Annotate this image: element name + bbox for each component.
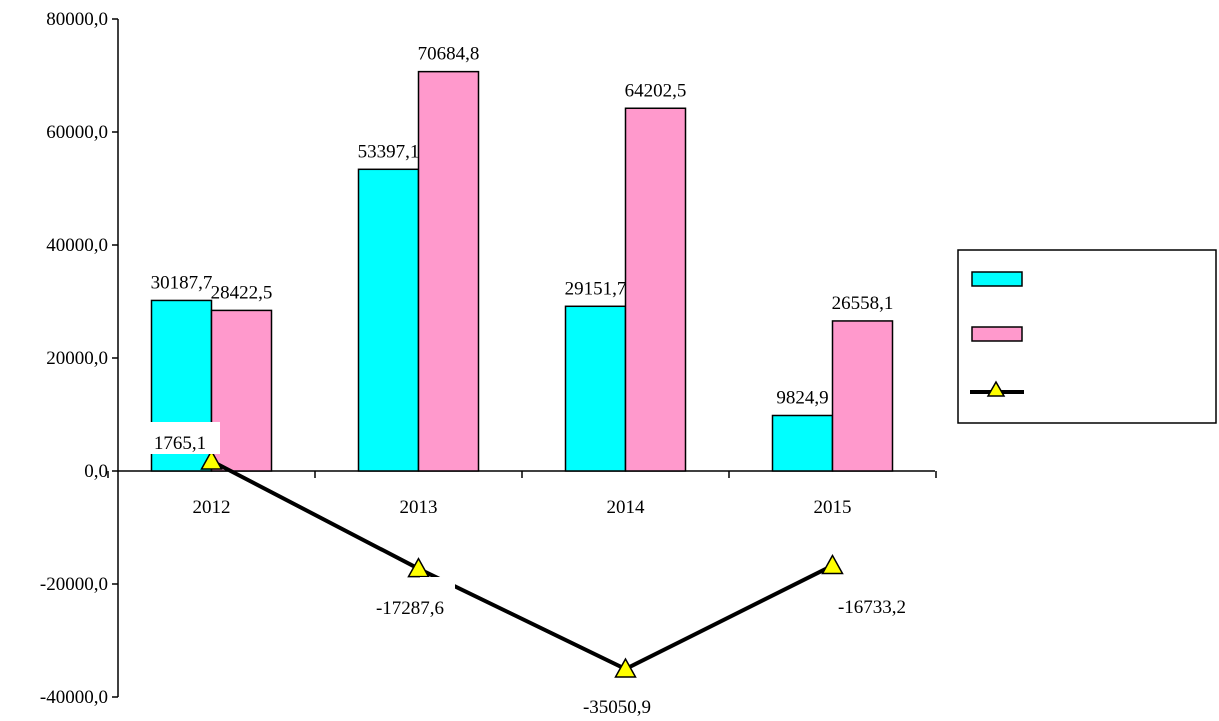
y-tick-label: 80000,0	[46, 9, 108, 30]
bar-data-label: 26558,1	[832, 293, 894, 314]
legend-triangle-marker	[986, 380, 1006, 397]
y-tick-label: -40000,0	[40, 687, 108, 708]
bar-series-2	[831, 320, 894, 472]
legend-swatch-series-2	[971, 326, 1023, 342]
line-data-label: -16733,2	[838, 597, 906, 618]
x-category-label: 2014	[607, 497, 646, 518]
bar-series-2	[417, 70, 480, 472]
y-tick-label: 60000,0	[46, 122, 108, 143]
data-label-background	[140, 422, 220, 454]
bar-series-1	[357, 168, 420, 472]
bar-data-label: 29151,7	[565, 278, 627, 299]
triangle-marker	[614, 657, 637, 678]
y-tick-label: 20000,0	[46, 348, 108, 369]
y-tick-label: 40000,0	[46, 235, 108, 256]
x-category-label: 2015	[814, 497, 852, 518]
y-tick-label: -20000,0	[40, 574, 108, 595]
bar-data-label: 30187,7	[151, 272, 213, 293]
bar-data-label: 64202,5	[625, 80, 687, 101]
triangle-marker	[407, 557, 430, 578]
bar-data-label: 9824,9	[776, 387, 828, 408]
bar-data-label: 28422,5	[211, 282, 273, 303]
x-category-label: 2013	[400, 497, 438, 518]
bar-series-2	[210, 309, 273, 472]
bar-data-label: 53397,1	[358, 141, 420, 162]
triangle-marker	[821, 553, 844, 575]
y-tick-label: 0,0	[84, 461, 108, 482]
line-series	[210, 459, 834, 672]
bar-series-1	[771, 414, 834, 472]
line-data-label: 1765,1	[154, 433, 206, 454]
bar-data-label: 70684,8	[418, 44, 480, 65]
line-data-label: -35050,9	[583, 697, 651, 716]
data-label-background	[420, 577, 455, 589]
bar-series-1	[564, 305, 627, 472]
x-category-label: 2012	[193, 497, 231, 518]
bar-series-2	[624, 107, 687, 472]
line-data-label: -17287,6	[376, 598, 444, 619]
legend-swatch-series-1	[971, 271, 1023, 287]
triangle-marker	[200, 449, 223, 470]
